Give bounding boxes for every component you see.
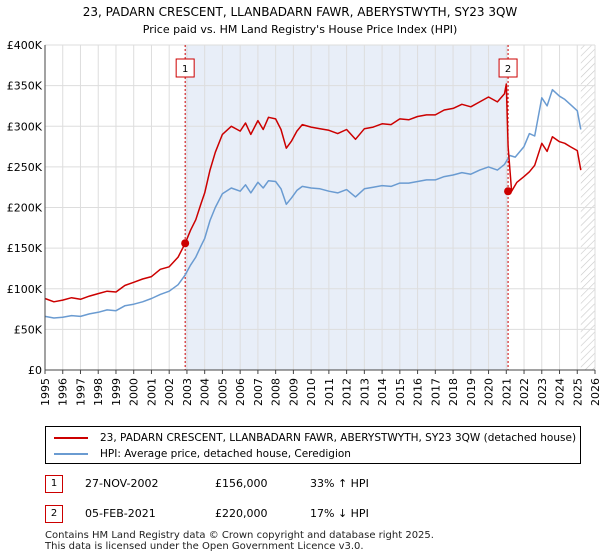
y-tick-label: £400K	[7, 39, 43, 52]
x-tick-label: 2003	[181, 378, 194, 406]
annotation-badge: 2	[45, 505, 63, 523]
annotation-date: 05-FEB-2021	[85, 507, 156, 520]
x-tick-label: 2016	[412, 378, 425, 406]
x-tick-label: 2023	[536, 378, 549, 406]
x-tick-label: 2017	[429, 378, 442, 406]
sale-point	[181, 239, 190, 248]
legend-label-hpi: HPI: Average price, detached house, Cere…	[100, 448, 351, 460]
x-tick-label: 2005	[216, 378, 229, 406]
y-tick-label: £150K	[7, 242, 43, 255]
y-tick-label: £300K	[7, 120, 43, 133]
x-tick-label: 2018	[447, 378, 460, 406]
legend-label-property: 23, PADARN CRESCENT, LLANBADARN FAWR, AB…	[100, 432, 577, 444]
legend-item-hpi: HPI: Average price, detached house, Cere…	[54, 446, 351, 462]
annotation-badge: 1	[45, 475, 63, 493]
x-tick-label: 2026	[589, 378, 600, 406]
y-tick-label: £0	[28, 364, 42, 377]
series-line-hpi	[44, 88, 582, 319]
x-tick-label: 2012	[341, 378, 354, 406]
sale-marker-box	[175, 58, 195, 78]
footer-line-2: This data is licensed under the Open Gov…	[45, 541, 364, 552]
annotation-date: 27-NOV-2002	[85, 477, 159, 490]
x-tick-label: 2000	[128, 378, 141, 406]
legend-item-property: 23, PADARN CRESCENT, LLANBADARN FAWR, AB…	[54, 430, 576, 446]
x-tick-label: 2019	[465, 378, 478, 406]
chart-subtitle: Price paid vs. HM Land Registry's House …	[143, 23, 458, 36]
footer-line-1: Contains HM Land Registry data © Crown c…	[45, 530, 434, 541]
legend-swatch-red	[54, 437, 88, 439]
y-tick-label: £100K	[7, 283, 43, 296]
annotation-hpi: 17% ↓ HPI	[310, 507, 369, 520]
x-tick-label: 2002	[163, 378, 176, 406]
annotation-row-2: 2 05-FEB-2021 £220,000 17% ↓ HPI	[45, 505, 565, 527]
x-tick-label: 1998	[92, 378, 105, 406]
x-tick-label: 2001	[145, 378, 158, 406]
x-tick-label: 2025	[571, 378, 584, 406]
x-tick-label: 1999	[110, 378, 123, 406]
x-tick-label: 2024	[554, 378, 567, 406]
x-tick-label: 1996	[57, 378, 70, 406]
y-tick-label: £350K	[7, 80, 43, 93]
x-tick-label: 2006	[234, 378, 247, 406]
sale-marker-label: 1	[182, 64, 188, 75]
legend-swatch-blue	[54, 453, 88, 455]
x-tick-label: 2013	[358, 378, 371, 406]
x-tick-label: 2010	[305, 378, 318, 406]
x-tick-label: 2014	[376, 378, 389, 406]
annotation-row-1: 1 27-NOV-2002 £156,000 33% ↑ HPI	[45, 475, 565, 497]
footer: Contains HM Land Registry data © Crown c…	[45, 530, 434, 552]
x-tick-label: 2008	[270, 378, 283, 406]
chart-title: 23, PADARN CRESCENT, LLANBADARN FAWR, AB…	[83, 5, 518, 19]
x-tick-label: 1997	[74, 378, 87, 406]
x-tick-label: 2021	[500, 378, 513, 406]
x-tick-label: 2015	[394, 378, 407, 406]
sale-point	[504, 187, 513, 196]
annotation-price: £220,000	[215, 507, 268, 520]
x-tick-label: 1995	[39, 378, 52, 406]
y-tick-label: £50K	[14, 323, 43, 336]
sale-marker-box	[498, 58, 518, 78]
x-tick-label: 2020	[483, 378, 496, 406]
y-tick-label: £250K	[7, 161, 43, 174]
price-chart: 23, PADARN CRESCENT, LLANBADARN FAWR, AB…	[7, 5, 600, 406]
annotation-hpi: 33% ↑ HPI	[310, 477, 369, 490]
x-tick-label: 2011	[323, 378, 336, 406]
annotation-price: £156,000	[215, 477, 268, 490]
sale-marker-label: 2	[505, 64, 511, 75]
y-tick-label: £200K	[7, 202, 43, 215]
x-tick-label: 2007	[252, 378, 265, 406]
series-line-property	[44, 83, 582, 303]
x-tick-label: 2004	[199, 378, 212, 406]
x-tick-label: 2009	[287, 378, 300, 406]
legend: 23, PADARN CRESCENT, LLANBADARN FAWR, AB…	[45, 426, 581, 464]
x-tick-label: 2022	[518, 378, 531, 406]
